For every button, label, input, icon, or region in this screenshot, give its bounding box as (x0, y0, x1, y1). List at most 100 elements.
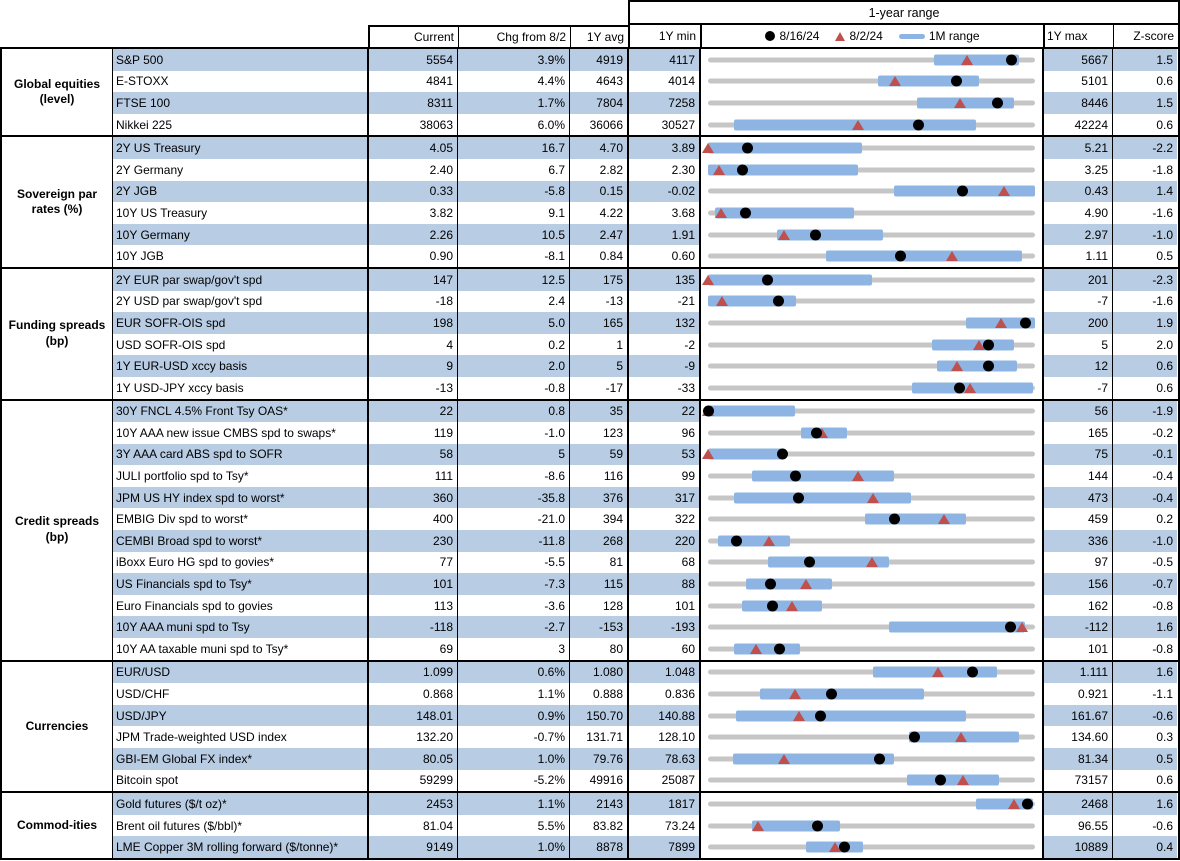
table-row: CEMBI Broad spd to worst* 230 -11.8 268 220 3… (113, 530, 1178, 552)
min-value: 2.30 (627, 158, 699, 181)
aug16-dot (825, 688, 837, 700)
col-header-1y-avg: 1Y avg (570, 25, 628, 47)
aug16-dot (774, 643, 786, 655)
avg-value: 49916 (569, 769, 627, 792)
aug2-triangle (749, 643, 762, 654)
zscore-value: 1.5 (1112, 49, 1177, 71)
range-chart (699, 793, 1042, 815)
avg-value: 2143 (569, 793, 627, 815)
min-value: 1.91 (627, 223, 699, 246)
min-value: 25087 (627, 769, 699, 792)
min-value: 135 (627, 268, 699, 291)
range-chart (699, 551, 1042, 574)
avg-value: 4.22 (569, 202, 627, 224)
row-label: 10Y Germany (113, 223, 367, 246)
aug16-dot (761, 274, 773, 286)
range-track (708, 581, 1035, 587)
table-row: 10Y Germany 2.26 10.5 2.47 1.91 2.97 -1.0 (113, 223, 1178, 246)
aug16-dot-icon (765, 31, 776, 41)
aug16-dot (1005, 621, 1017, 633)
range-track (708, 210, 1035, 216)
section-4: Credit spreads (bp) 30Y FNCL 4.5% Front Ts… (2, 398, 1178, 660)
aug2-triangle (793, 710, 806, 721)
row-label: Nikkei 225 (113, 113, 367, 136)
range-chart (699, 333, 1042, 356)
avg-value: 2.47 (569, 223, 627, 246)
avg-value: 1 (569, 333, 627, 356)
row-label: 10Y US Treasury (113, 202, 367, 224)
aug16-dot (954, 382, 966, 394)
current-value: 111 (367, 465, 457, 487)
range-track (708, 538, 1035, 544)
row-label: USD SOFR-OIS spd (113, 333, 367, 356)
avg-value: 36066 (569, 113, 627, 136)
table-row: 1Y USD-JPY xccy basis -13 -0.8 -17 -33 -7 0.6 (113, 376, 1178, 399)
section-label: Funding spreads (bp) (2, 268, 113, 399)
1m-range-bar (732, 753, 895, 765)
avg-value: -153 (569, 616, 627, 639)
1m-range-bar (708, 142, 862, 154)
chg-value: -35.8 (457, 486, 569, 509)
avg-value: 35 (569, 400, 627, 423)
range-track (708, 145, 1035, 151)
table-row: Euro Financials spd to govies 113 -3.6 128 1… (113, 594, 1178, 617)
row-label: 10Y JGB (113, 245, 367, 267)
1m-range-bar (936, 360, 1017, 372)
range-chart (699, 312, 1042, 334)
current-value: 198 (367, 312, 457, 334)
current-value: 0.868 (367, 683, 457, 705)
max-value: 5 (1042, 333, 1112, 356)
aug2-triangle (1015, 622, 1028, 633)
aug16-dot (913, 119, 925, 131)
avg-value: 59 (569, 443, 627, 466)
range-chart (699, 290, 1042, 313)
min-value: -9 (627, 355, 699, 377)
row-label: USD/JPY (113, 704, 367, 727)
zscore-value: -0.1 (1112, 443, 1177, 466)
aug16-dot (772, 295, 784, 307)
aug2-triangle (932, 667, 945, 678)
zscore-value: 1.6 (1112, 661, 1177, 684)
aug2-triangle (955, 732, 968, 743)
table-row: 10Y US Treasury 3.82 9.1 4.22 3.68 4.90 -1.6 (113, 202, 1178, 224)
chg-value: -5.5 (457, 551, 569, 574)
row-label: Euro Financials spd to govies (113, 594, 367, 617)
zscore-value: -0.8 (1112, 594, 1177, 617)
zscore-value: 0.6 (1112, 376, 1177, 399)
1m-range-bar (768, 556, 890, 568)
range-track (708, 385, 1035, 391)
range-chart (699, 465, 1042, 487)
zscore-value: -0.6 (1112, 814, 1177, 837)
chg-value: 6.0% (457, 113, 569, 136)
range-chart (699, 726, 1042, 748)
table-row: 2Y US Treasury 4.05 16.7 4.70 3.89 5.21 -2.2 (113, 137, 1178, 159)
section-rows: 30Y FNCL 4.5% Front Tsy OAS* 22 0.8 35 22 56-… (113, 400, 1178, 660)
range-chart (699, 573, 1042, 595)
avg-value: 165 (569, 312, 627, 334)
1m-range-bar (735, 710, 967, 722)
chg-value: 1.1% (457, 683, 569, 705)
current-value: 2.40 (367, 158, 457, 181)
table-row: 3Y AAA card ABS spd to SOFR 58 5 59 53 75 -0.1 (113, 443, 1178, 466)
range-chart (699, 158, 1042, 181)
table-row: USD SOFR-OIS spd 4 0.2 1 -2 5 2.0 (113, 333, 1178, 356)
1m-range-bar (708, 405, 795, 417)
range-chart (699, 748, 1042, 770)
current-value: 4 (367, 333, 457, 356)
max-value: 2468 (1042, 793, 1112, 815)
avg-value: 268 (569, 530, 627, 552)
current-value: 80.05 (367, 748, 457, 770)
aug16-dot (992, 97, 1004, 109)
section-label: Sovereign par rates (%) (2, 137, 113, 267)
avg-value: 0.888 (569, 683, 627, 705)
1m-range-bar (745, 578, 833, 590)
row-label: EMBIG Div spd to worst* (113, 508, 367, 531)
legend-item-1m-range: 1M range (898, 29, 980, 43)
aug2-triangle (777, 229, 790, 240)
row-label: E-STOXX (113, 70, 367, 93)
max-value: 56 (1042, 400, 1112, 423)
current-value: 3.82 (367, 202, 457, 224)
chg-value: 12.5 (457, 268, 569, 291)
range-chart (699, 594, 1042, 617)
avg-value: 4919 (569, 49, 627, 71)
